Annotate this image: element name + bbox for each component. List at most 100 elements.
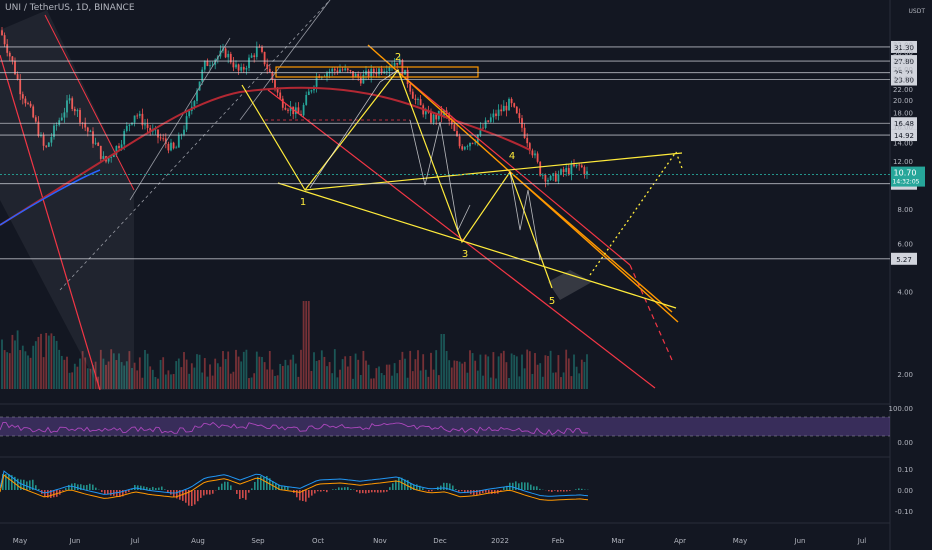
candle-body	[53, 125, 55, 138]
candle-body	[357, 73, 360, 78]
candle-body	[136, 115, 139, 117]
macd-histogram-bar	[311, 490, 313, 496]
volume-bar	[383, 375, 386, 389]
wedge-line-upper	[304, 152, 683, 191]
volume-bar	[237, 356, 240, 389]
candle-body	[198, 81, 201, 91]
candle-body	[120, 144, 123, 149]
candle-body	[505, 105, 508, 111]
volume-bar	[578, 373, 581, 389]
macd-histogram-bar	[137, 485, 139, 490]
candle-body	[466, 146, 469, 148]
macd-histogram-bar	[71, 483, 73, 490]
macd-histogram-bar	[515, 481, 517, 490]
volume-bar	[55, 340, 58, 389]
macd-histogram-bar	[347, 487, 349, 490]
volume-bar	[120, 362, 123, 389]
macd-histogram-bar	[8, 474, 10, 490]
price-tick-label: 4.00	[897, 289, 913, 297]
candle-body	[375, 72, 378, 75]
volume-bar	[248, 378, 250, 389]
macd-histogram-bar	[359, 490, 361, 494]
price-level-label: 14.92	[894, 132, 914, 140]
candle-body	[141, 113, 144, 126]
macd-histogram-bar	[320, 490, 322, 492]
candle-body	[1, 30, 3, 36]
candle-body	[378, 68, 380, 75]
volume-bar	[487, 356, 490, 389]
candle-body	[268, 68, 271, 72]
candle-body	[133, 115, 136, 123]
volume-bar	[336, 377, 339, 389]
volume-bar	[279, 363, 282, 389]
volume-bar	[268, 350, 271, 389]
macd-histogram-bar	[491, 490, 493, 494]
candle-body	[224, 48, 227, 58]
grey-channel-line-2	[239, 0, 331, 121]
time-tick-label: Mar	[611, 537, 624, 545]
candle-body	[19, 79, 22, 95]
macd-histogram-bar	[413, 484, 415, 490]
price-level-badge	[891, 252, 917, 265]
macd-histogram-bar	[503, 486, 505, 490]
candle-body	[86, 127, 89, 132]
macd-histogram-bar	[371, 490, 373, 493]
volume-bar	[565, 349, 568, 389]
macd-histogram-bar	[296, 490, 298, 498]
volume-bar	[162, 357, 165, 389]
rsi-axis-label: 100.00	[889, 405, 914, 413]
volume-bar	[448, 360, 451, 389]
volume-bar	[11, 334, 14, 389]
volume-bar	[131, 367, 133, 389]
macd-histogram-bar	[362, 490, 364, 494]
volume-bar	[271, 369, 274, 389]
volume-bar	[393, 363, 396, 389]
volume-bar	[523, 368, 526, 389]
volume-bar	[404, 358, 406, 389]
macd-histogram-bar	[305, 490, 307, 502]
volume-bar	[159, 359, 162, 389]
candle-body	[154, 129, 157, 131]
candle-body	[328, 71, 331, 73]
volume-bar	[391, 375, 393, 389]
candle-body	[346, 68, 349, 71]
candle-body	[567, 168, 570, 175]
candle-body	[250, 55, 253, 58]
volume-bar	[328, 362, 331, 389]
supply-zone-box	[275, 66, 479, 78]
candle-body	[79, 110, 81, 123]
candle-body	[203, 60, 206, 70]
candle-body	[333, 68, 336, 71]
volume-bar	[27, 355, 29, 389]
volume-bar	[253, 373, 256, 389]
macd-histogram-bar	[179, 490, 181, 500]
candle-body	[146, 124, 149, 128]
volume-bar	[554, 372, 557, 389]
current-price-badge	[891, 166, 925, 187]
candle-body	[310, 90, 313, 92]
volume-bar	[466, 372, 469, 389]
candle-body	[315, 76, 318, 87]
volume-bar	[339, 369, 341, 389]
volume-bar	[99, 349, 102, 389]
candle-body	[424, 111, 427, 115]
candle-body	[528, 143, 531, 151]
volume-bar	[274, 375, 276, 389]
macd-histogram-bar	[107, 490, 109, 495]
candle-body	[565, 168, 568, 173]
candle-body	[66, 100, 68, 113]
candle-body	[440, 110, 443, 117]
macd-histogram-bar	[251, 488, 253, 490]
volume-bar	[261, 356, 263, 389]
candle-body	[242, 66, 245, 70]
candle-body	[469, 142, 471, 147]
candle-body	[526, 137, 529, 144]
candle-body	[450, 120, 453, 125]
candle-body	[510, 98, 513, 104]
macd-histogram-bar	[242, 490, 244, 498]
price-level-badge	[891, 129, 917, 142]
macd-histogram-bar	[323, 490, 325, 492]
volume-bar	[172, 374, 175, 389]
volume-bar	[326, 366, 328, 389]
